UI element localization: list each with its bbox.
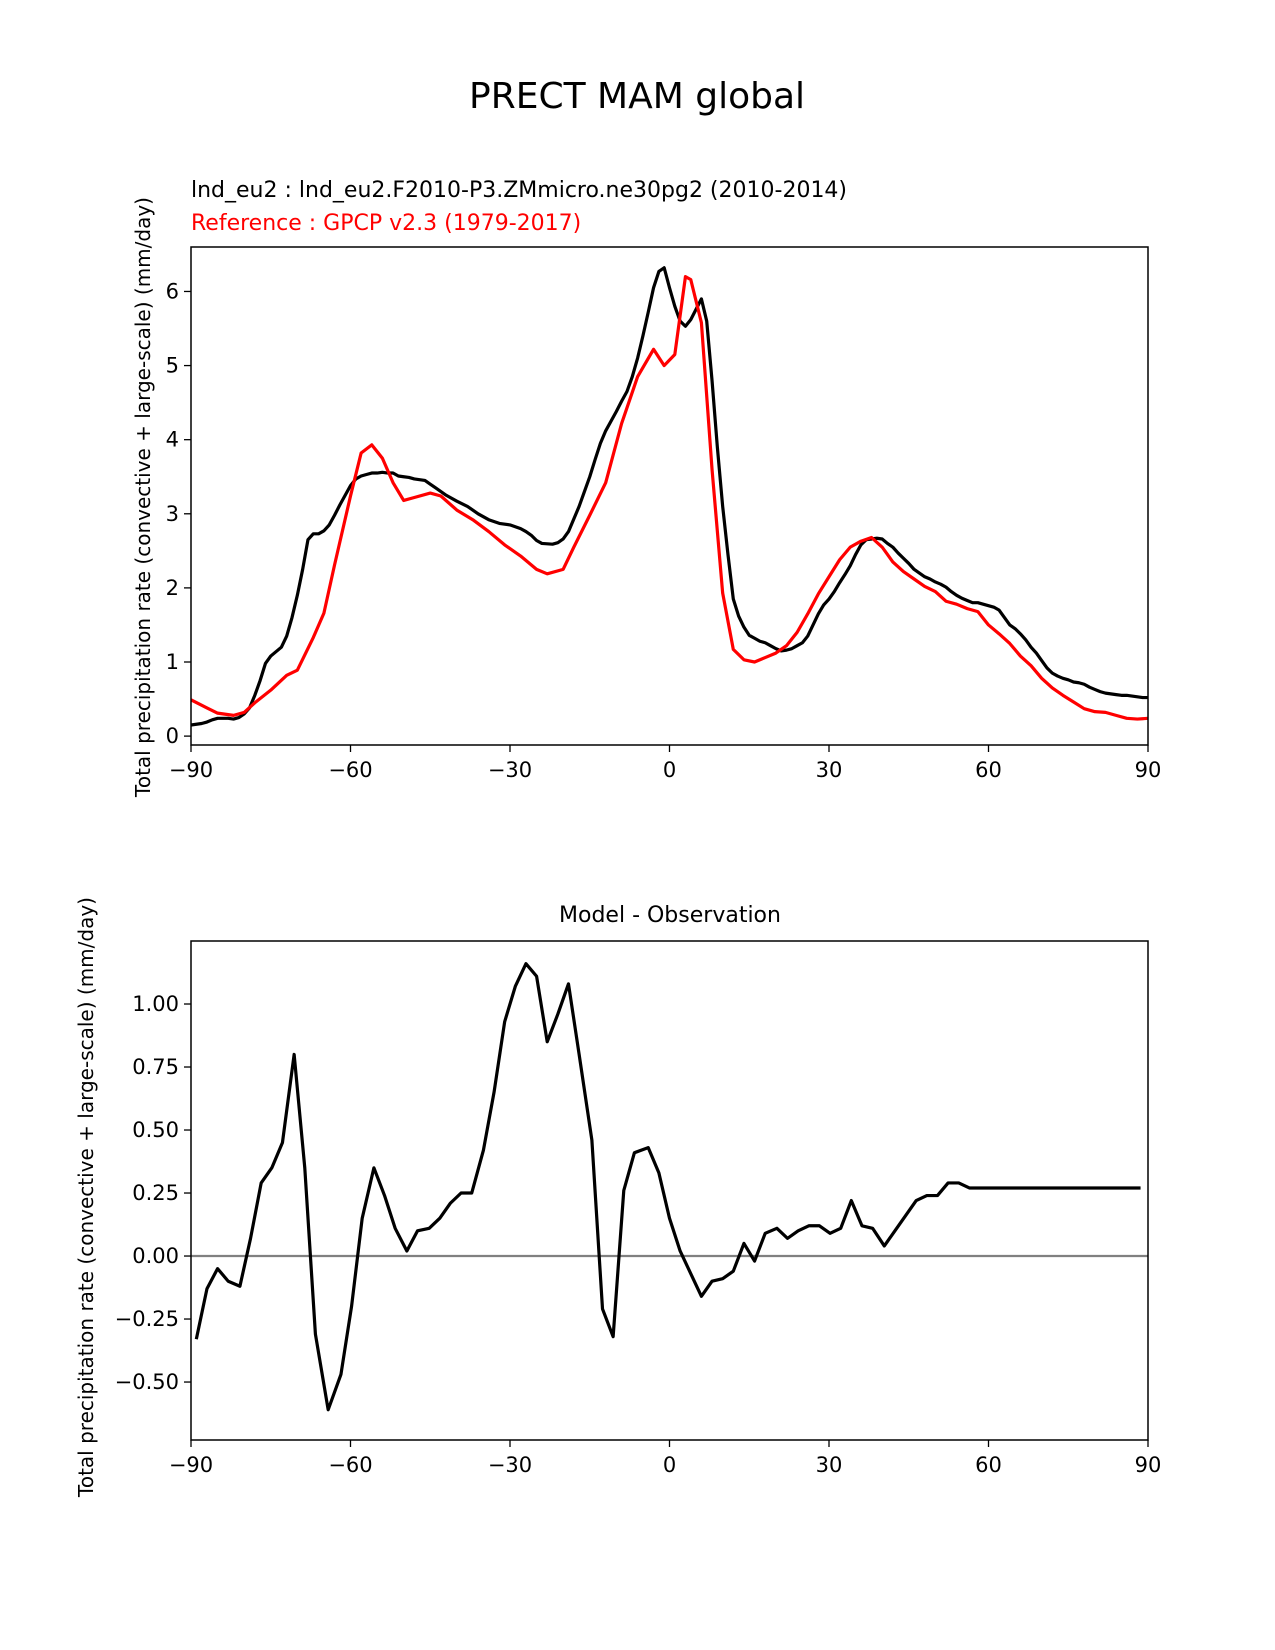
plot-frame [190, 246, 1149, 746]
y-tick-label: 0.00 [132, 1244, 179, 1268]
series-line-model-observation [194, 962, 1141, 1412]
x-tick-label: 30 [816, 758, 843, 782]
x-tick-label: 60 [975, 1453, 1002, 1477]
diff-title: Model - Observation [559, 903, 781, 928]
series-line-lnd-eu2 [191, 266, 1148, 727]
y-tick-label: 3 [166, 502, 179, 526]
y-tick-label: 0 [166, 724, 179, 748]
x-tick-label: 90 [1135, 758, 1162, 782]
top-panel: lnd_eu2 : lnd_eu2.F2010-P3.ZMmicro.ne30p… [131, 178, 1161, 798]
figure-title: PRECT MAM global [469, 76, 805, 117]
y-tick-label: 1.00 [132, 992, 179, 1016]
y-tick-label: 0.25 [132, 1181, 179, 1205]
y-tick-label: 0.75 [132, 1055, 179, 1079]
y-tick-label: 0.50 [132, 1118, 179, 1142]
y-tick-label: 1 [166, 650, 179, 674]
x-tick-label: 90 [1135, 1453, 1162, 1477]
bottom-y-axis-label: Total precipitation rate (convective + l… [74, 897, 98, 1498]
x-tick-label: −30 [488, 758, 532, 782]
y-tick-label: 5 [166, 354, 179, 378]
x-tick-label: 0 [663, 758, 676, 782]
x-tick-label: −60 [328, 758, 372, 782]
x-tick-label: −30 [488, 1453, 532, 1477]
y-tick-label: −0.25 [115, 1307, 179, 1331]
x-tick-label: −60 [328, 1453, 372, 1477]
plot-frame [190, 940, 1149, 1441]
bottom-panel: Model - Observation Total precipitation … [74, 897, 1161, 1498]
x-tick-label: 60 [975, 758, 1002, 782]
x-tick-label: 0 [663, 1453, 676, 1477]
series-line-gpcp-v2-3 [191, 275, 1148, 721]
x-tick-label: −90 [169, 1453, 213, 1477]
y-tick-label: 2 [166, 576, 179, 600]
test-case-title: lnd_eu2 : lnd_eu2.F2010-P3.ZMmicro.ne30p… [191, 178, 847, 203]
reference-title: Reference : GPCP v2.3 (1979-2017) [191, 211, 581, 236]
y-tick-label: −0.50 [115, 1370, 179, 1394]
y-tick-label: 6 [166, 279, 179, 303]
x-tick-label: −90 [169, 758, 213, 782]
y-tick-label: 4 [166, 428, 179, 452]
x-tick-label: 30 [816, 1453, 843, 1477]
top-y-axis-label: Total precipitation rate (convective + l… [131, 197, 155, 798]
